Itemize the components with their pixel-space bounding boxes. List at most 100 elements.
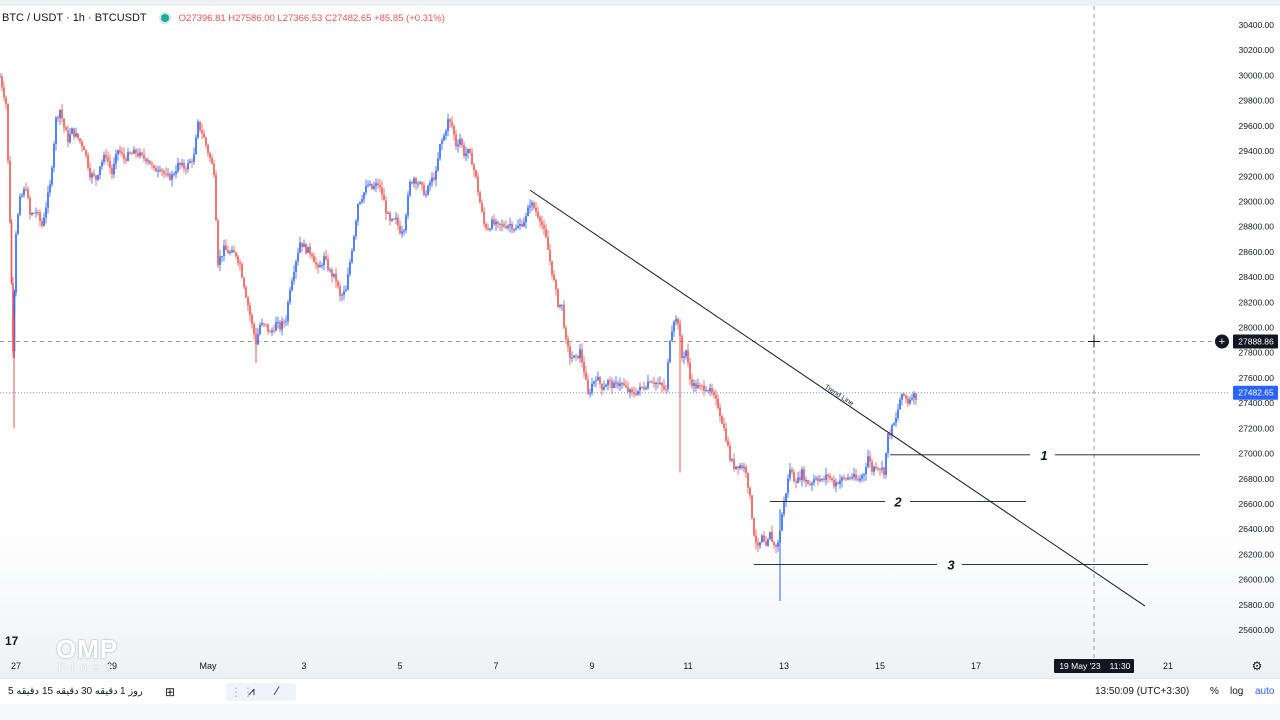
candle-body [239,262,241,265]
candle-body [83,146,85,151]
bottom-strip [0,704,1280,720]
candle-body [609,380,611,382]
candle-body [221,256,223,258]
last-price-label: 27482.65 [1238,388,1274,398]
line-chart-icon[interactable]: ⩘ [248,684,255,698]
candle-body [347,274,349,290]
candle-body [395,217,397,219]
symbol-header[interactable]: BTC / USDT · 1h · BTCUSDT O27396.81 H275… [2,12,445,24]
candle-body [551,261,553,275]
trendline-tool-icon[interactable]: ⁄ [276,684,279,698]
candle-body [455,134,457,147]
symbol-title[interactable]: BTC / USDT · 1h · BTCUSDT [2,12,147,24]
y-tick-label: 26000.00 [1239,575,1275,585]
candle-body [465,153,467,157]
candle-body [143,154,145,159]
candle-body [205,137,207,146]
candle-body [253,323,255,335]
candle-body [493,219,495,225]
candle-body [721,416,723,424]
candle-body [159,169,161,171]
candle-body [547,236,549,250]
candle-body [451,121,453,126]
candle-body [807,480,809,484]
candle-body [777,542,779,547]
candle-body [695,383,697,389]
candle-body [381,186,383,195]
candle-body [163,171,165,174]
candle-body [39,212,41,221]
candle-body [587,379,589,394]
candle-body [773,541,775,545]
candle-body [357,203,359,221]
candle-body [639,386,641,391]
candle-body [197,121,199,138]
timeframe-15m[interactable]: 15 دقیقه [42,686,79,697]
candle-body [849,477,851,479]
candle-body [359,201,361,204]
y-tick-label: 27600.00 [1239,373,1275,383]
candle-body [821,478,823,480]
candle-body [79,138,81,142]
percent-toggle[interactable]: % [1210,686,1219,697]
candle-body [783,501,785,515]
auto-toggle[interactable]: auto [1255,686,1275,697]
candle-body [431,177,433,183]
y-tick-label: 28400.00 [1239,272,1275,282]
trend-line-label: Trend Line [823,384,855,408]
candle-body [619,383,621,387]
candle-body [149,160,151,165]
candle-body [53,143,55,168]
log-toggle[interactable]: log [1230,686,1244,697]
drag-handle-icon[interactable]: ⋮⋮ [230,685,254,699]
candle-body [131,153,133,155]
candle-body [765,541,767,546]
candle-body [71,128,73,135]
settings-gear-icon[interactable]: ⚙ [1252,659,1263,673]
candle-body [491,219,493,229]
timeframe-5m[interactable]: 5 دقیقه [8,686,40,697]
candle-body [615,382,617,384]
candle-body [175,171,177,175]
candle-body [901,393,903,400]
candle-body [245,287,247,298]
candle-body [667,362,669,390]
timeframe-1d[interactable]: 1 روز [120,686,143,697]
candle-body [29,197,31,215]
candle-body [911,398,913,400]
candle-body [791,469,793,473]
candle-body [687,350,689,363]
candle-body [125,159,127,161]
candle-body [137,153,139,157]
candle-body [99,166,101,175]
candle-body [139,152,141,157]
candle-body [223,245,225,257]
candle-body [747,472,749,488]
candle-body [585,372,587,380]
candle-body [303,244,305,248]
utc-clock[interactable]: 13:50:09 (UTC+3:30) [1095,686,1190,697]
date-range-icon[interactable]: ⊞ [165,685,176,699]
candle-body [397,217,399,226]
candle-body [705,390,707,392]
candle-body [37,212,39,214]
candle-body [509,224,511,226]
trend-line[interactable] [529,189,1146,607]
y-tick-label: 29800.00 [1239,96,1275,106]
candle-body [193,154,195,162]
candle-body [843,477,845,479]
candle-body [107,157,109,162]
candle-body [10,222,13,284]
candle-body [101,162,103,167]
crosshair-date-label: 19 May '23 [1059,661,1101,671]
candle-body [739,465,741,469]
add-alert-button[interactable] [1215,334,1229,349]
candle-body [467,149,469,154]
candle-body [573,355,575,358]
candle-body [409,181,411,196]
timeframe-30m[interactable]: 30 دقیقه [81,686,118,697]
candle-body [63,118,65,128]
candle-body [201,130,203,134]
y-tick-label: 30200.00 [1239,45,1275,55]
price-chart[interactable]: 30400.00 30200.00 30000.00 29800.00 29600.00… [0,0,1280,678]
